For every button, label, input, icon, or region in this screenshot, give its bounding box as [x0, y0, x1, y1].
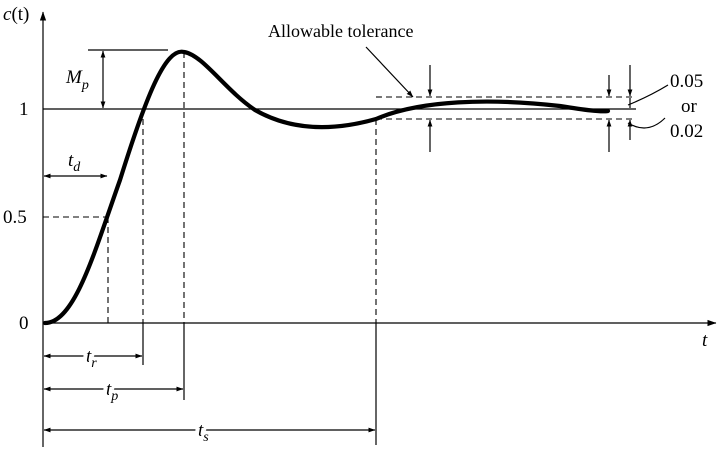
td-label: td [68, 150, 81, 175]
tr-label: tr [86, 346, 97, 371]
y-tick-0: 0 [19, 313, 29, 334]
leader-0.02 [627, 117, 666, 129]
y-axis-label: c(t) [3, 4, 29, 25]
tolerance-label: Allowable tolerance [268, 21, 413, 41]
leader-0.05 [627, 84, 669, 106]
mp-label: Mp [65, 67, 89, 93]
ts-label: ts [198, 420, 209, 445]
y-tick-1: 1 [19, 99, 29, 120]
tolerance-pointer [365, 46, 414, 98]
y-tick-0.5: 0.5 [3, 207, 27, 228]
response-curve [42, 49, 611, 326]
tolerance-0.05: 0.05 [670, 71, 703, 92]
tolerance-0.02: 0.02 [670, 121, 703, 142]
x-axis-label: t [702, 330, 708, 351]
tp-label: tp [106, 379, 118, 404]
tolerance-or: or [681, 96, 698, 117]
